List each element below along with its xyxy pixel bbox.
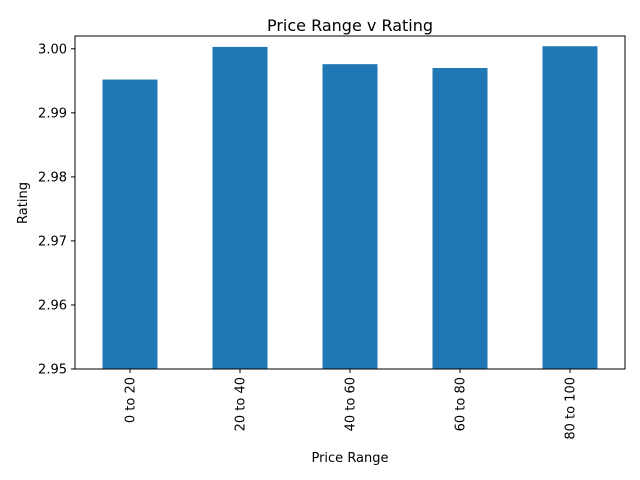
x-tick-label-1: 20 to 40 xyxy=(234,377,249,431)
bar-4 xyxy=(542,46,598,369)
bar-3 xyxy=(432,68,488,370)
y-axis-label: Rating xyxy=(16,182,31,224)
plot-frame xyxy=(74,35,626,370)
x-axis-label: Price Range xyxy=(311,451,388,466)
y-tick-label-5: 3.00 xyxy=(38,42,67,57)
y-tick-label-0: 2.95 xyxy=(38,363,67,378)
chart-title: Price Range v Rating xyxy=(267,16,433,35)
bar-1 xyxy=(212,46,268,370)
y-axis: 2.95 2.96 2.97 2.98 2.99 3.00 xyxy=(38,42,75,378)
x-tick-label-3: 60 to 80 xyxy=(454,377,469,431)
bar-2 xyxy=(322,64,378,369)
y-tick-label-1: 2.96 xyxy=(38,298,67,313)
x-tick-label-4: 80 to 100 xyxy=(564,377,579,440)
x-tick-label-0: 0 to 20 xyxy=(124,377,139,423)
bars-group xyxy=(102,46,598,370)
y-tick-label-3: 2.98 xyxy=(38,170,67,185)
x-tick-label-2: 40 to 60 xyxy=(344,377,359,431)
y-tick-label-2: 2.97 xyxy=(38,234,67,249)
x-axis: 0 to 20 20 to 40 40 to 60 60 to 80 80 to 100 xyxy=(124,369,579,440)
y-tick-label-4: 2.99 xyxy=(38,106,67,121)
bar-0 xyxy=(102,79,158,370)
